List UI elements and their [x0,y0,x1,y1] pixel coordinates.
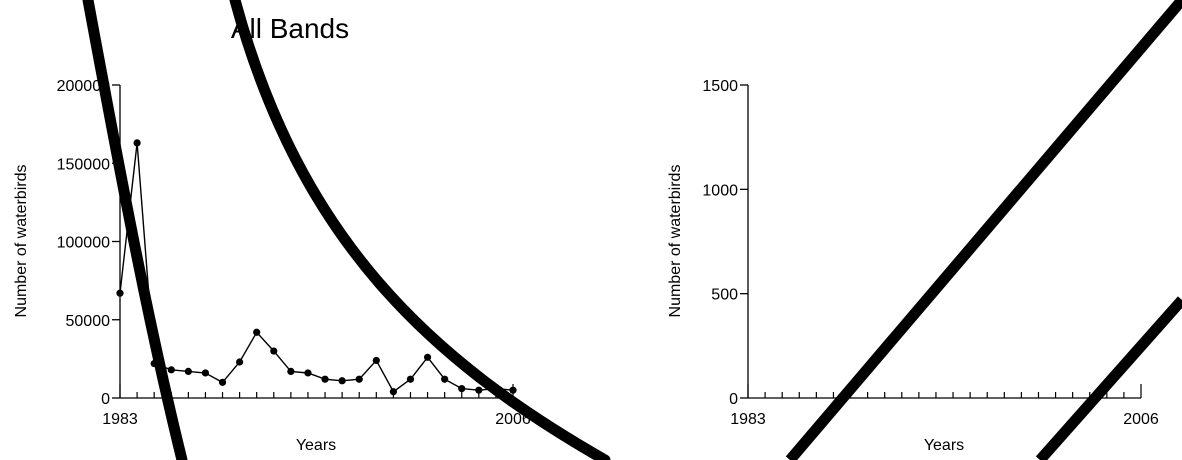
data-point [304,369,312,377]
y-tick-label: 1500 [702,78,738,95]
overlay-stroke [229,0,611,460]
x-tick-label-end: 2006 [495,411,531,428]
data-point [184,367,192,375]
data-point [509,386,517,394]
data-point [116,289,124,297]
x-axis-ticks [119,384,514,398]
series-line-group [116,139,517,396]
data-point [133,139,141,147]
data-point [287,367,295,375]
data-point [253,328,261,336]
x-axis-title: Years [924,437,964,454]
y-axis-title: Number of waterbirds [667,165,684,318]
y-axis-ticks: 0 500 1000 1500 [702,78,748,408]
overlay-stroke [1035,296,1182,460]
data-point [201,369,210,377]
data-point [270,347,278,355]
y-tick-label: 150000 [57,156,110,173]
x-tick-label-start: 1983 [102,411,138,428]
x-tick-label-start: 1983 [730,411,766,428]
y-tick-label: 50000 [66,313,111,330]
x-axis-title: Years [296,437,336,454]
y-tick-label: 1000 [702,182,738,199]
data-point [372,356,380,365]
overlay-stroke [82,0,188,460]
data-point [475,386,483,394]
data-point [389,388,397,396]
y-tick-label: 0 [729,391,738,408]
x-axis-ticks [747,384,1142,398]
data-point [355,375,363,383]
data-point [218,378,227,386]
y-tick-label: 200000 [57,78,110,95]
overlay-strokes [82,0,1182,460]
data-point [423,353,432,361]
data-point [167,366,175,374]
data-point [321,375,329,383]
x-tick-label-end: 2006 [1123,411,1159,428]
y-tick-label: 100000 [57,235,110,252]
y-axis-title: Number of waterbirds [13,165,30,318]
data-point [458,385,466,393]
data-point [338,377,346,385]
data-point [236,358,244,366]
right-chart-panel: 0 500 1000 1500 1983 2006 Years Number of w… [667,78,1159,454]
y-tick-label: 500 [711,287,738,304]
data-point [441,375,449,383]
overlay-stroke [785,0,1182,460]
y-tick-label: 0 [101,391,110,408]
data-point [406,375,415,383]
